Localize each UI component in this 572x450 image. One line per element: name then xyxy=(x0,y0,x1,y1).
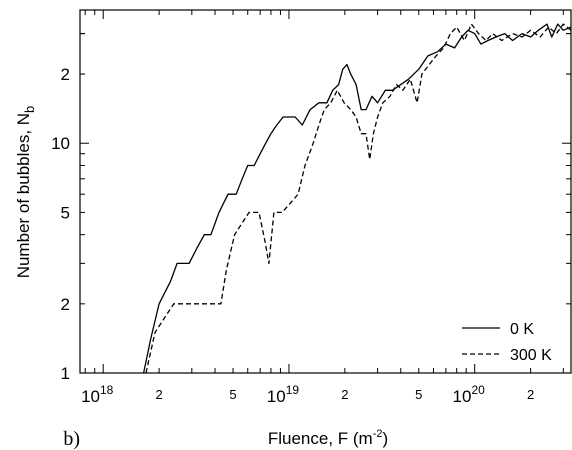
y-tick-label: 5 xyxy=(61,203,70,222)
panel-label: b) xyxy=(63,428,80,450)
x-major-tick-label: 1019 xyxy=(267,383,300,406)
axis-ticks xyxy=(80,10,571,374)
x-minor-tick-label: 5 xyxy=(229,387,236,402)
y-tick-label: 2 xyxy=(61,65,70,84)
y-tick-label: 2 xyxy=(61,295,70,314)
x-minor-tick-label: 2 xyxy=(156,387,163,402)
series-line-300k xyxy=(145,23,571,373)
legend-label-0k: 0 K xyxy=(510,321,534,338)
x-minor-tick-label: 2 xyxy=(341,387,348,402)
x-minor-tick-label: 2 xyxy=(527,387,534,402)
legend: 0 K 300 K xyxy=(462,321,552,364)
y-tick-labels: 1 2 5 10 2 xyxy=(51,65,70,383)
x-minor-tick-label: 5 xyxy=(415,387,422,402)
plot-frame xyxy=(79,9,572,374)
x-major-tick-label: 1018 xyxy=(81,383,114,406)
y-tick-label: 10 xyxy=(51,134,70,153)
y-axis-label: Number of bubbles, Nb xyxy=(14,106,37,279)
data-series xyxy=(142,23,571,373)
x-axis-label: Fluence, F (m-2) xyxy=(268,428,388,448)
series-line-0k xyxy=(142,23,571,373)
legend-label-300k: 300 K xyxy=(510,347,552,364)
y-tick-label: 1 xyxy=(61,364,70,383)
x-tick-labels: 1018 1019 1020 2 5 2 5 2 xyxy=(81,383,534,406)
x-major-tick-label: 1020 xyxy=(453,383,486,406)
